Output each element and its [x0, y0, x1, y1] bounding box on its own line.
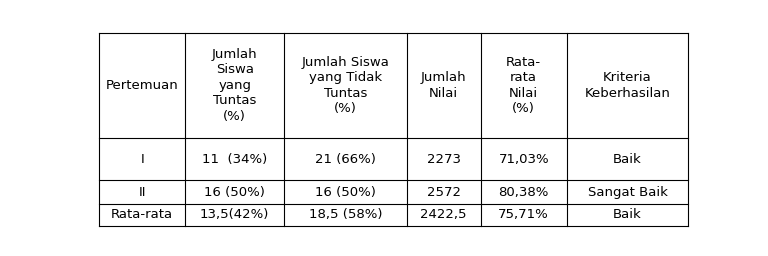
Text: Sangat Baik: Sangat Baik: [588, 186, 667, 199]
Text: 16 (50%): 16 (50%): [315, 186, 376, 199]
Text: 75,71%: 75,71%: [498, 208, 549, 221]
Text: 13,5(42%): 13,5(42%): [200, 208, 270, 221]
Text: Jumlah
Siswa
yang
Tuntas
(%): Jumlah Siswa yang Tuntas (%): [212, 48, 257, 123]
Text: Jumlah Siswa
yang Tidak
Tuntas
(%): Jumlah Siswa yang Tidak Tuntas (%): [302, 56, 389, 115]
Text: 11  (34%): 11 (34%): [202, 153, 267, 166]
Text: 71,03%: 71,03%: [498, 153, 549, 166]
Text: 21 (66%): 21 (66%): [315, 153, 376, 166]
Text: 2273: 2273: [427, 153, 461, 166]
Text: Rata-rata: Rata-rata: [111, 208, 174, 221]
Text: Baik: Baik: [613, 208, 642, 221]
Text: II: II: [138, 186, 146, 199]
Text: 18,5 (58%): 18,5 (58%): [309, 208, 382, 221]
Text: Baik: Baik: [613, 153, 642, 166]
Text: 2422,5: 2422,5: [420, 208, 467, 221]
Text: 80,38%: 80,38%: [498, 186, 549, 199]
Text: Pertemuan: Pertemuan: [106, 79, 178, 92]
Text: Kriteria
Keberhasilan: Kriteria Keberhasilan: [584, 71, 670, 100]
Text: Rata-
rata
Nilai
(%): Rata- rata Nilai (%): [506, 56, 541, 115]
Text: Jumlah
Nilai: Jumlah Nilai: [421, 71, 466, 100]
Text: 2572: 2572: [427, 186, 461, 199]
Text: I: I: [141, 153, 144, 166]
Text: 16 (50%): 16 (50%): [204, 186, 265, 199]
